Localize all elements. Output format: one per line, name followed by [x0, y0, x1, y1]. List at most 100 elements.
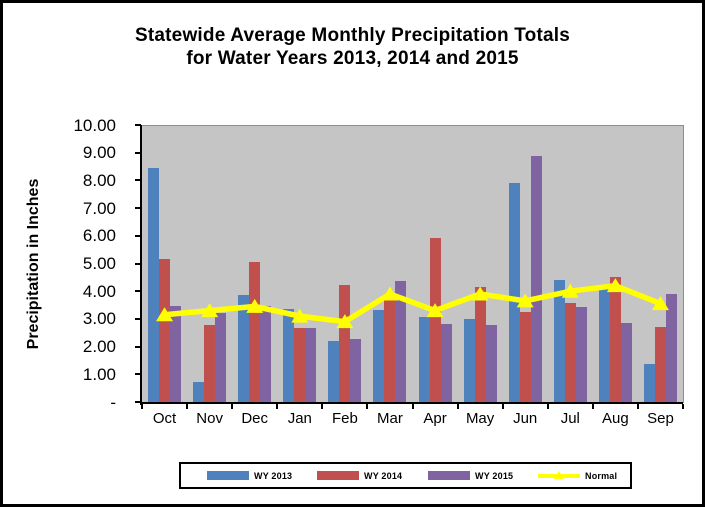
normal-line-series [156, 278, 669, 329]
x-tick-mark [276, 404, 279, 409]
chart-title-line1: Statewide Average Monthly Precipitation … [134, 25, 571, 46]
normal-line [164, 282, 662, 325]
bar-wy-2015-jul [575, 307, 587, 403]
x-axis-label-nov: Nov [196, 410, 223, 427]
bar-wy-2013-jul [553, 279, 565, 403]
x-tick-mark [682, 404, 684, 409]
x-axis-label-sep: Sep [647, 410, 674, 427]
bar-wy-2013-feb [328, 340, 340, 403]
x-tick-mark [591, 404, 594, 409]
bar-wy-2015-dec [260, 306, 272, 403]
bar-wy-2014-oct [159, 258, 171, 403]
legend-item-wy-2013: WY 2013 [207, 464, 292, 487]
x-axis-label-jan: Jan [287, 410, 312, 427]
y-tick-mark [135, 401, 141, 403]
bar-wy-2015-aug [620, 322, 632, 403]
bar-wy-2014-jun [519, 311, 531, 403]
x-tick-mark [186, 404, 189, 409]
bar-wy-2014-sep [654, 326, 666, 403]
x-tick-mark [366, 404, 369, 409]
x-axis-line [140, 402, 683, 404]
normal-marker-jul [561, 283, 579, 298]
bar-wy-2014-apr [429, 238, 441, 403]
bar-wy-2013-dec [238, 294, 250, 403]
bar-wy-2014-mar [384, 299, 396, 403]
bar-wy-2014-dec [249, 261, 261, 403]
x-axis-label-apr: Apr [423, 410, 447, 427]
y-tick-mark [135, 151, 141, 154]
x-tick-mark [546, 404, 549, 409]
bar-wy-2015-oct [170, 306, 182, 403]
bar-wy-2015-mar [395, 281, 407, 403]
x-axis-label-mar: Mar [377, 410, 403, 427]
legend-item-wy-2014: WY 2014 [317, 464, 402, 487]
bar-wy-2015-sep [665, 293, 677, 403]
y-tick-mark [135, 290, 141, 293]
normal-marker-oct [156, 307, 174, 322]
normal-marker-jan [291, 308, 309, 323]
x-tick-mark [636, 404, 639, 409]
y-tick-label-3-00: 3.00 [82, 309, 116, 329]
legend-item-wy-2015: WY 2015 [428, 464, 513, 487]
y-tick-label-2-00: 2.00 [82, 337, 116, 357]
y-tick-mark [135, 234, 141, 237]
bar-wy-2013-mar [373, 310, 385, 403]
y-tick-label-1-00: 1.00 [82, 364, 116, 384]
normal-marker-nov [201, 303, 219, 318]
x-tick-mark [321, 404, 324, 409]
bar-wy-2015-nov [215, 312, 227, 403]
normal-marker-mar [381, 286, 399, 301]
y-tick-label-6-00: 6.00 [82, 226, 116, 246]
bar-wy-2015-may [485, 325, 497, 403]
y-tick-mark [135, 373, 141, 376]
bar-wy-2014-aug [609, 276, 621, 403]
chart-title: Statewide Average Monthly Precipitation … [3, 24, 702, 70]
bar-wy-2014-feb [339, 285, 351, 403]
y-axis-title: Precipitation in Inches [25, 178, 42, 350]
y-axis-line [140, 125, 142, 405]
bar-wy-2015-jun [530, 156, 542, 403]
y-tick-label--: - [110, 392, 116, 412]
chart-title-line2: for Water Years 2013, 2014 and 2015 [186, 48, 519, 69]
bar-wy-2014-nov [204, 325, 216, 403]
legend-label-normal: Normal [585, 470, 618, 481]
x-axis-label-aug: Aug [602, 410, 629, 427]
normal-marker-feb [336, 314, 354, 329]
normal-marker-sep [651, 296, 669, 311]
y-tick-label-7-00: 7.00 [82, 198, 116, 218]
bar-wy-2013-sep [643, 364, 655, 403]
normal-marker-jun [516, 293, 534, 308]
legend-line-marker-icon [554, 471, 564, 479]
x-axis-label-feb: Feb [331, 410, 358, 427]
x-tick-mark [231, 404, 234, 409]
y-tick-mark [135, 179, 141, 182]
bar-wy-2013-aug [598, 286, 610, 403]
bar-wy-2014-jul [564, 303, 576, 403]
x-tick-mark [501, 404, 504, 409]
legend-label-wy-2013: WY 2013 [254, 470, 293, 481]
normal-marker-aug [606, 278, 624, 293]
legend-item-normal: Normal [538, 464, 617, 487]
legend-swatch-wy-2014 [317, 471, 359, 480]
bar-wy-2013-jan [283, 308, 295, 403]
bar-wy-2013-apr [418, 317, 430, 403]
x-axis-label-jun: Jun [513, 410, 538, 427]
y-tick-label-8-00: 8.00 [82, 170, 116, 190]
legend-line-swatch [538, 469, 580, 482]
y-tick-label-10-00: 10.00 [73, 115, 116, 135]
legend: WY 2013 WY 2014 WY 2015 Normal [179, 462, 632, 489]
legend-label-wy-2014: WY 2014 [364, 470, 403, 481]
bar-wy-2013-nov [193, 382, 205, 403]
bar-wy-2013-may [463, 318, 475, 403]
y-tick-label-5-00: 5.00 [82, 254, 116, 273]
legend-swatch-wy-2013 [207, 471, 249, 480]
x-axis-label-dec: Dec [241, 410, 269, 427]
bar-wy-2013-oct [148, 167, 160, 403]
bar-wy-2015-apr [440, 324, 452, 403]
legend-swatch-wy-2015 [428, 471, 470, 480]
y-tick-mark [135, 262, 141, 265]
legend-label-wy-2015: WY 2015 [475, 470, 514, 481]
bar-wy-2015-feb [350, 339, 362, 403]
x-tick-mark [141, 404, 143, 409]
